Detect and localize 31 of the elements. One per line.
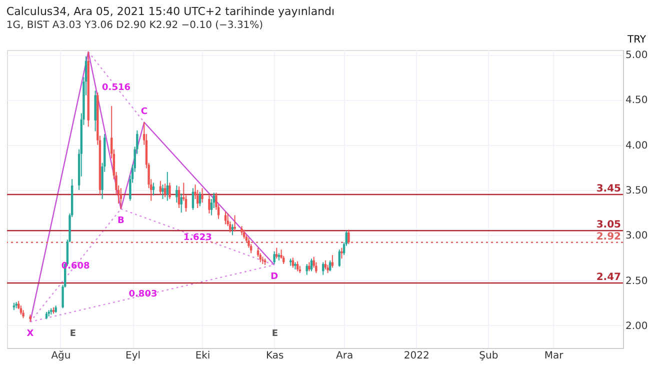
- annotation: X: [26, 328, 34, 339]
- x-tick-label: Ağu: [51, 350, 71, 362]
- x-tick-label: 2022: [404, 350, 430, 362]
- y-axis-title: TRY: [626, 34, 647, 46]
- annotation: E: [70, 329, 76, 339]
- y-tick-label: 2.50: [626, 276, 648, 287]
- y-tick-label: 3.00: [626, 230, 648, 242]
- ref-line-label: 2.47: [596, 272, 622, 283]
- y-tick-label: 4.50: [626, 95, 648, 106]
- annotation: 1.623: [183, 232, 212, 243]
- x-tick-label: Şub: [479, 350, 498, 362]
- y-tick-label: 5.00: [626, 50, 648, 62]
- y-tick-label: 3.50: [626, 185, 648, 196]
- chart-subtitle: 1G, BIST A3.03 Y3.06 D2.90 K2.92 −0.10 (−3.31%): [6, 20, 264, 31]
- x-tick-label: Eki: [195, 350, 210, 362]
- x-tick-label: Eyl: [126, 350, 141, 362]
- annotation: 0.803: [128, 289, 158, 300]
- y-tick-label: 2.00: [626, 320, 648, 332]
- ref-line-label: 3.45: [596, 183, 622, 194]
- annotation: D: [270, 272, 278, 282]
- x-tick-label: Mar: [544, 350, 564, 362]
- y-tick-label: 4.00: [626, 140, 648, 152]
- annotation: B: [117, 216, 124, 226]
- annotation: E: [272, 329, 278, 339]
- annotation: C: [140, 107, 148, 118]
- x-tick-label: Kas: [266, 350, 284, 362]
- ref-line-label: 2.92: [596, 231, 622, 242]
- x-tick-label: Ara: [336, 350, 354, 362]
- annotation: 0.516: [102, 83, 130, 94]
- ref-line-label: 3.05: [596, 220, 622, 231]
- chart-title: Calculus34, Ara 05, 2021 15:40 UTC+2 tarihinde yayınlandı: [6, 5, 335, 18]
